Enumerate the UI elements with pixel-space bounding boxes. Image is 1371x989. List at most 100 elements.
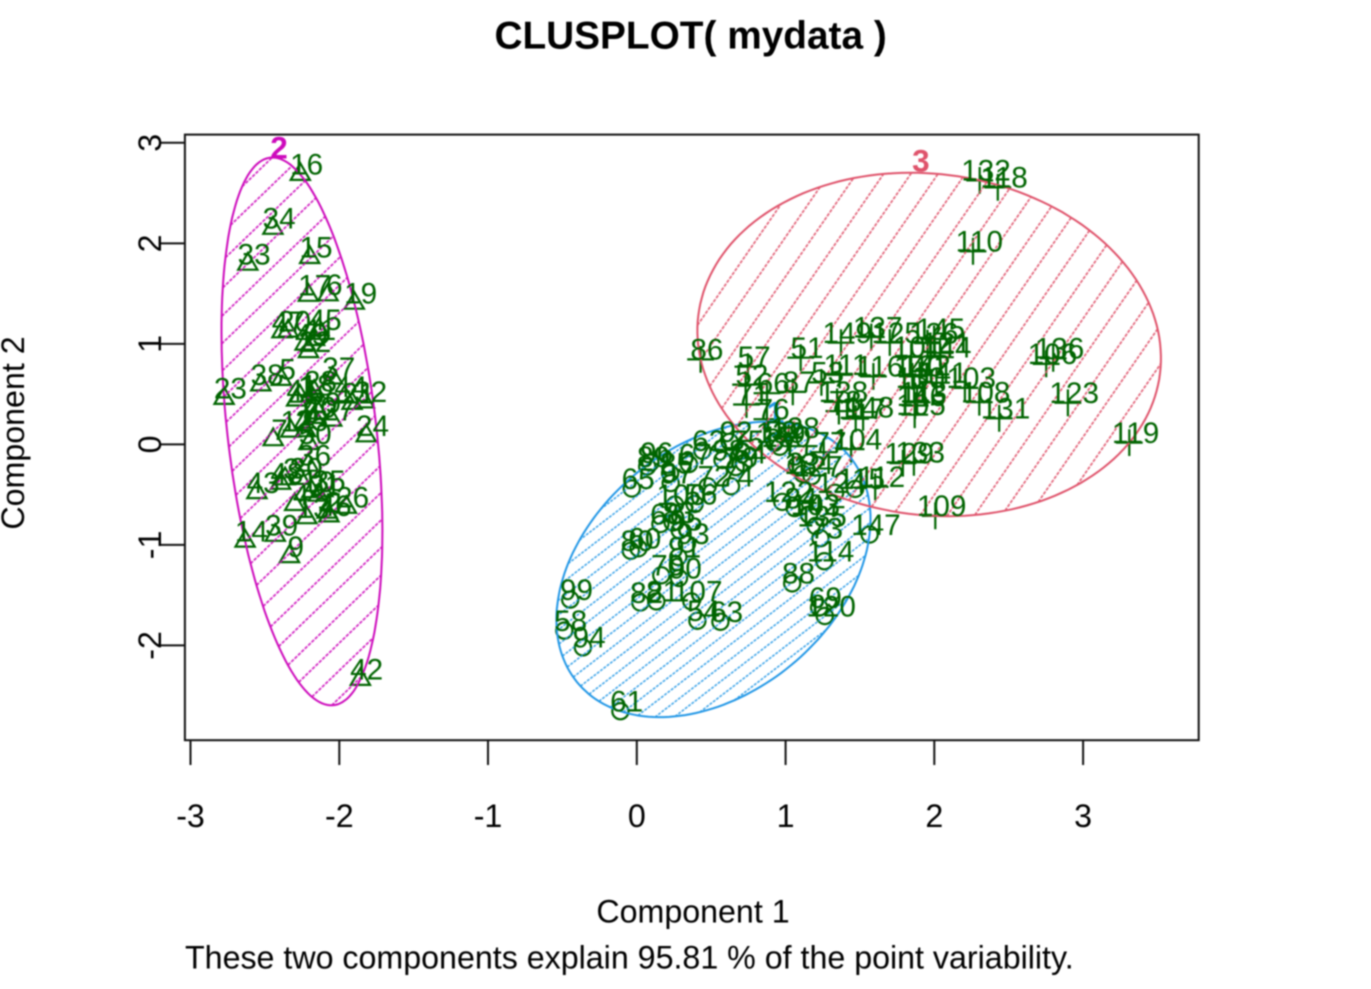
svg-text:92: 92 (719, 416, 752, 449)
svg-text:99: 99 (560, 574, 593, 607)
svg-text:90: 90 (669, 552, 702, 585)
svg-text:115: 115 (838, 463, 885, 496)
svg-text:110: 110 (956, 226, 1003, 259)
svg-text:93: 93 (677, 518, 710, 551)
svg-text:68: 68 (650, 498, 683, 531)
svg-text:3: 3 (132, 134, 168, 152)
svg-text:21: 21 (342, 378, 375, 411)
svg-text:132: 132 (961, 155, 1011, 188)
svg-text:72: 72 (697, 461, 730, 494)
svg-text:85: 85 (660, 448, 693, 481)
svg-text:25: 25 (295, 405, 328, 438)
svg-text:-2: -2 (325, 798, 354, 834)
svg-text:128: 128 (770, 412, 820, 445)
svg-text:149: 149 (823, 317, 873, 350)
svg-text:47: 47 (272, 306, 305, 339)
svg-text:138: 138 (819, 376, 869, 409)
svg-text:45: 45 (309, 304, 342, 337)
svg-text:-2: -2 (132, 631, 168, 660)
svg-text:Component 2: Component 2 (0, 336, 31, 529)
svg-text:16: 16 (290, 149, 323, 182)
svg-text:5: 5 (279, 354, 296, 387)
svg-text:136: 136 (1035, 333, 1085, 366)
svg-text:120: 120 (806, 590, 856, 623)
svg-text:These two components explain 9: These two components explain 95.81 % of … (185, 940, 1074, 976)
svg-text:114: 114 (807, 536, 854, 569)
svg-text:36: 36 (298, 439, 331, 472)
svg-text:77: 77 (813, 427, 846, 460)
svg-text:31: 31 (308, 469, 341, 502)
svg-text:2: 2 (925, 798, 943, 834)
svg-text:116: 116 (856, 351, 903, 384)
svg-text:64: 64 (734, 437, 767, 470)
svg-text:70: 70 (651, 550, 684, 583)
svg-text:88: 88 (782, 558, 815, 591)
svg-text:40: 40 (304, 392, 337, 425)
svg-text:-1: -1 (132, 531, 168, 560)
svg-text:148: 148 (845, 392, 895, 425)
svg-text:65: 65 (622, 463, 655, 496)
svg-text:147: 147 (851, 509, 901, 542)
svg-text:54: 54 (687, 595, 720, 628)
svg-text:79: 79 (725, 441, 758, 474)
svg-text:96: 96 (640, 437, 673, 470)
svg-text:100: 100 (657, 479, 707, 512)
svg-text:19: 19 (344, 278, 377, 311)
svg-text:142: 142 (901, 349, 951, 382)
svg-text:41: 41 (286, 374, 319, 407)
svg-text:106: 106 (1028, 338, 1078, 371)
svg-text:82: 82 (630, 577, 663, 610)
svg-text:1: 1 (298, 370, 315, 403)
svg-text:146: 146 (897, 380, 947, 413)
svg-text:35: 35 (313, 465, 346, 498)
svg-text:95: 95 (669, 505, 702, 538)
svg-text:23: 23 (214, 373, 247, 406)
svg-text:56: 56 (684, 478, 717, 511)
svg-text:130: 130 (896, 362, 946, 395)
svg-text:53: 53 (811, 357, 844, 390)
svg-text:59: 59 (765, 416, 798, 449)
svg-text:73: 73 (810, 513, 843, 546)
svg-text:84: 84 (784, 482, 817, 515)
svg-text:98: 98 (712, 434, 745, 467)
svg-text:102: 102 (791, 489, 841, 522)
svg-text:3: 3 (912, 143, 930, 179)
svg-text:50: 50 (299, 418, 332, 451)
svg-text:44: 44 (334, 371, 367, 404)
svg-text:1: 1 (777, 798, 795, 834)
svg-text:135: 135 (797, 500, 847, 533)
svg-text:104: 104 (833, 423, 883, 456)
svg-text:71: 71 (736, 379, 769, 412)
svg-text:22: 22 (298, 326, 331, 359)
svg-text:126: 126 (909, 317, 959, 350)
svg-text:63: 63 (710, 596, 743, 629)
svg-text:2: 2 (132, 234, 168, 252)
svg-text:105: 105 (896, 389, 946, 422)
svg-text:118: 118 (980, 162, 1027, 195)
svg-text:127: 127 (793, 451, 843, 484)
svg-text:51: 51 (790, 332, 823, 365)
svg-text:134: 134 (784, 448, 834, 481)
svg-text:12: 12 (280, 405, 313, 438)
svg-text:8: 8 (303, 396, 320, 429)
svg-text:30: 30 (290, 453, 323, 486)
svg-text:124: 124 (817, 467, 867, 500)
svg-text:94: 94 (573, 622, 606, 655)
svg-text:150: 150 (761, 421, 811, 454)
svg-text:69: 69 (809, 582, 842, 615)
svg-text:62: 62 (692, 425, 725, 458)
svg-text:15: 15 (299, 232, 332, 265)
svg-text:144: 144 (922, 332, 972, 365)
svg-text:122: 122 (764, 476, 814, 509)
svg-text:57: 57 (738, 341, 771, 374)
svg-text:103: 103 (946, 362, 996, 395)
svg-text:34: 34 (263, 203, 296, 236)
svg-text:1: 1 (767, 394, 785, 430)
svg-text:109: 109 (917, 490, 967, 523)
svg-text:Component 1: Component 1 (596, 894, 789, 930)
svg-text:13: 13 (297, 492, 330, 525)
svg-text:46: 46 (319, 490, 352, 523)
svg-text:75: 75 (731, 425, 764, 458)
svg-text:33: 33 (238, 238, 271, 271)
svg-text:32: 32 (354, 376, 387, 409)
